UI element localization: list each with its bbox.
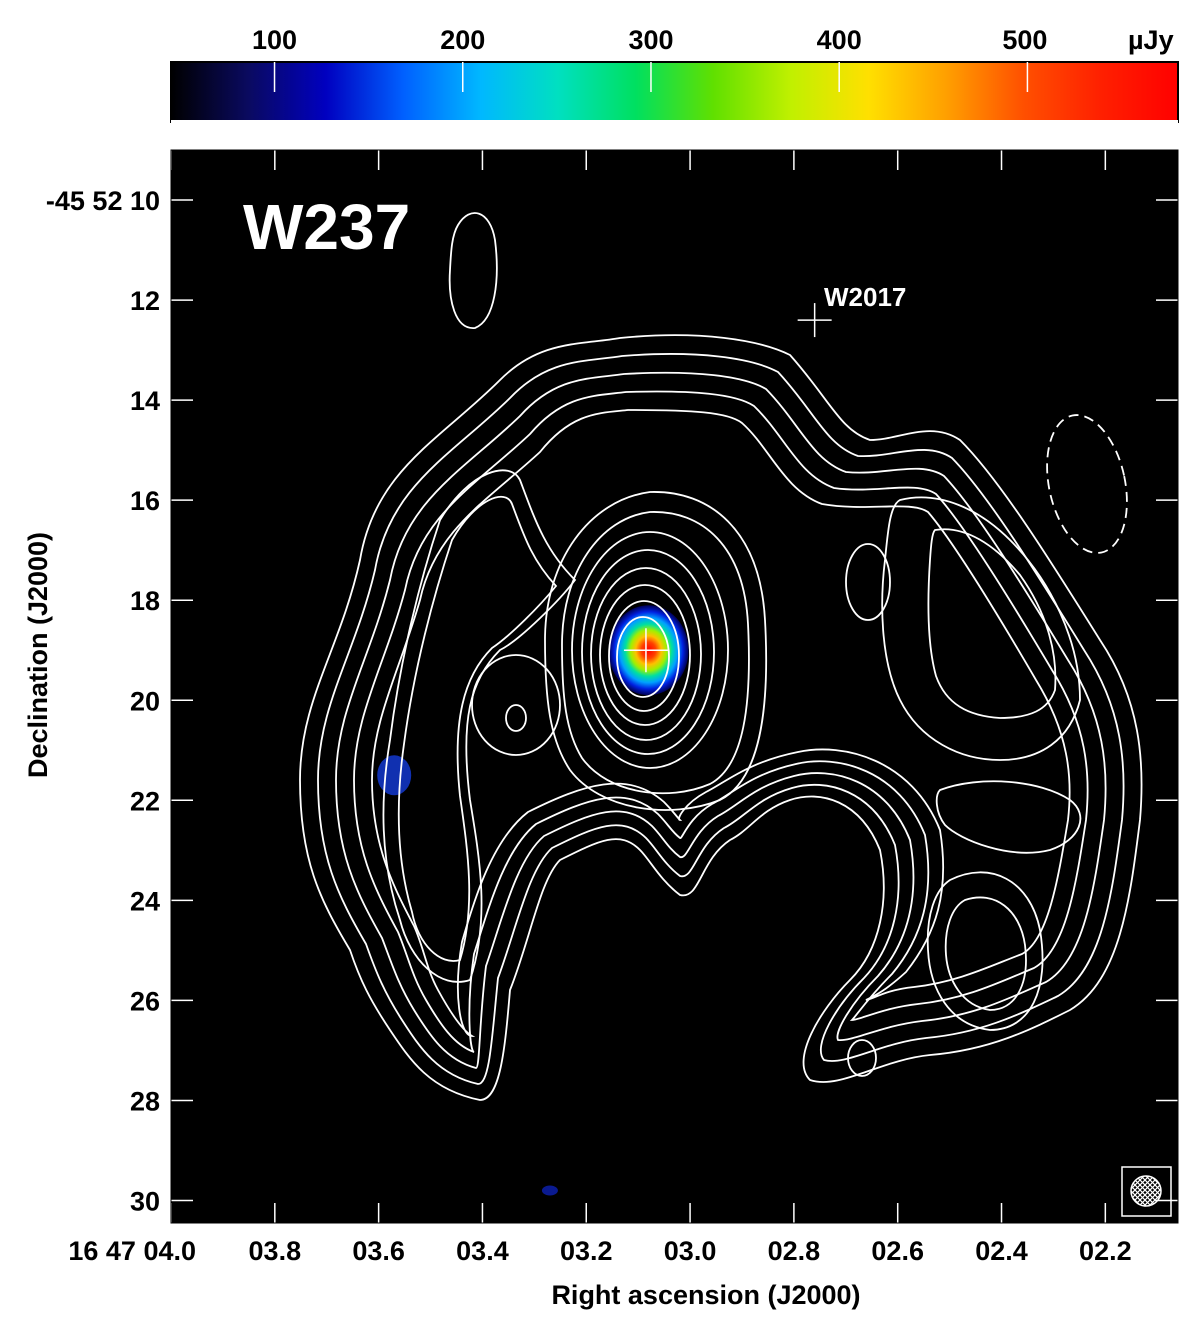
y-tick-label: 28	[130, 1086, 160, 1116]
y-tick-label: 26	[130, 986, 160, 1016]
contour-core-7	[608, 600, 680, 712]
colorbar-tick-labels: 100 200 300 400 500	[252, 25, 1047, 55]
x-tick-label: 02.4	[975, 1236, 1028, 1266]
contour-right-bottom-hole-1	[926, 871, 1044, 1031]
contour-level-3	[335, 371, 1107, 1069]
colorbar-unit: µJy	[1128, 25, 1174, 55]
y-tick-label: 22	[130, 786, 160, 816]
beam-indicator	[1121, 1166, 1172, 1217]
colorbar-tick-label: 500	[1002, 25, 1047, 55]
colorbar-gradient	[170, 61, 1179, 123]
contour-core-1	[544, 491, 768, 811]
contour-right-hole-2	[927, 528, 1057, 719]
x-axis-tick-labels: 16 47 04.0 03.8 03.6 03.4 03.2 03.0 02.8 02.6 02…	[68, 1236, 1131, 1266]
contour-core-8	[616, 616, 670, 698]
emission-blob	[541, 1185, 558, 1196]
colorbar-ticks	[273, 62, 1029, 92]
y-axis-title: Declination (J2000)	[23, 532, 53, 778]
contour-small-ring	[471, 654, 561, 756]
contour-core-2	[561, 511, 750, 795]
colorbar: µJy	[170, 25, 1179, 124]
contour-top-isolated	[448, 212, 498, 329]
contour-core-3	[571, 531, 729, 769]
colorbar-separator	[171, 120, 1178, 124]
emission-blob	[377, 755, 412, 796]
x-axis-title: Right ascension (J2000)	[551, 1280, 860, 1310]
beam-ellipse	[1130, 1175, 1162, 1207]
contour-core-4	[581, 549, 715, 755]
y-axis-tick-labels: -45 52 10 12 14 16 18 20 22 24 26 28 30	[46, 186, 160, 1216]
source-label-w2017: W2017	[824, 282, 906, 312]
contour-bottom-small	[847, 1039, 877, 1077]
x-tick-label: 03.0	[664, 1236, 717, 1266]
colorbar-tick-label: 100	[252, 25, 297, 55]
x-tick-label: 03.6	[352, 1236, 405, 1266]
contour-left-hole-1	[382, 469, 577, 983]
y-tick-label: 24	[130, 886, 160, 916]
x-tick-label: 03.2	[560, 1236, 613, 1266]
x-tick-label: 03.8	[249, 1236, 302, 1266]
x-tick-label: 16 47 04.0	[68, 1236, 196, 1266]
x-tick-label: 02.6	[871, 1236, 924, 1266]
colorbar-tick-label: 200	[440, 25, 485, 55]
contour-level-4	[353, 390, 1089, 1053]
x-tick-label: 02.8	[768, 1236, 821, 1266]
y-tick-label: 20	[130, 686, 160, 716]
contour-negative-dashed	[1046, 414, 1128, 554]
plot-frame	[170, 149, 1179, 1224]
y-tick-label: 12	[130, 286, 160, 316]
colorbar-tick-label: 400	[817, 25, 862, 55]
contour-left-hole-2	[397, 495, 558, 962]
y-tick-label: -45 52 10	[46, 186, 160, 216]
contour-small-core	[505, 704, 527, 732]
plot-panel: W2017 W237	[170, 149, 1179, 1224]
y-axis-ticks	[171, 199, 1178, 1202]
contour-core-5	[590, 567, 702, 741]
y-tick-label: 16	[130, 486, 160, 516]
contour-right-small	[845, 543, 891, 621]
contour-right-lower-hole	[935, 780, 1082, 854]
y-tick-label: 18	[130, 586, 160, 616]
contour-level-2	[317, 353, 1125, 1085]
contour-right-bottom-hole-2	[944, 896, 1027, 1011]
image-background	[171, 150, 1178, 1223]
contour-level-1	[299, 334, 1143, 1101]
y-tick-label: 14	[130, 386, 160, 416]
colorbar-tick-label: 300	[628, 25, 673, 55]
contour-right-hole-1	[881, 496, 1081, 761]
panel-title: W237	[243, 191, 410, 263]
contour-core-6	[599, 584, 691, 726]
x-tick-label: 03.4	[456, 1236, 509, 1266]
contours	[299, 212, 1143, 1101]
source-markers	[623, 303, 832, 673]
x-tick-label: 02.2	[1079, 1236, 1132, 1266]
y-tick-label: 30	[130, 1186, 160, 1216]
